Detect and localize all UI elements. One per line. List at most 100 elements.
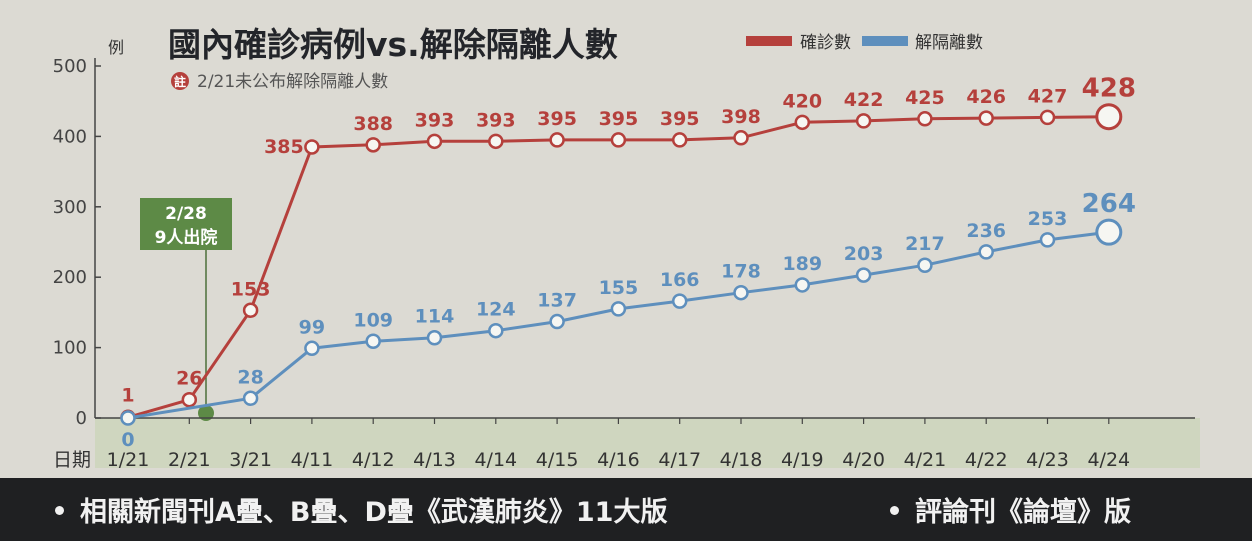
footer-left-text: 相關新聞刊A疊、B疊、D疊《武漢肺炎》11大版 bbox=[80, 497, 668, 528]
y-axis-label: 例 bbox=[108, 38, 124, 57]
data-point bbox=[733, 130, 749, 146]
x-tick-label: 4/19 bbox=[781, 449, 824, 471]
data-label: 26 bbox=[176, 368, 202, 390]
data-point bbox=[488, 133, 504, 150]
x-tick-label: 4/16 bbox=[597, 449, 640, 471]
data-label: 203 bbox=[844, 243, 884, 265]
chart-note: 2/21未公布解除隔離人數 bbox=[197, 72, 388, 92]
legend-label-confirmed: 確診數 bbox=[800, 33, 851, 53]
data-point bbox=[549, 132, 565, 148]
data-point bbox=[426, 133, 443, 150]
annotation-discharge: 2/28 9人出院 bbox=[140, 198, 232, 421]
data-point bbox=[365, 333, 381, 350]
data-label: 109 bbox=[353, 309, 393, 331]
data-label: 217 bbox=[905, 233, 945, 255]
data-label: 427 bbox=[1028, 85, 1068, 107]
x-tick-label: 4/13 bbox=[413, 449, 456, 471]
data-label: 178 bbox=[721, 261, 761, 283]
series-line-1 bbox=[127, 230, 1109, 420]
data-label: 189 bbox=[782, 253, 822, 275]
y-tick-label: 400 bbox=[53, 126, 87, 147]
x-tick-label: 4/23 bbox=[1026, 449, 1069, 471]
x-tick-label: 4/14 bbox=[474, 449, 517, 471]
x-tick-label: 4/17 bbox=[658, 449, 701, 471]
data-label: 124 bbox=[476, 299, 516, 321]
legend-swatch-released bbox=[862, 36, 908, 46]
x-tick-label: 4/18 bbox=[720, 449, 763, 471]
footer-right: 評論刊《論壇》版 bbox=[890, 490, 1131, 529]
data-label: 398 bbox=[721, 106, 761, 128]
data-label: 155 bbox=[599, 277, 639, 299]
x-tick-label: 4/22 bbox=[965, 449, 1008, 471]
data-point bbox=[978, 110, 994, 126]
x-tick-label: 4/20 bbox=[842, 449, 885, 471]
data-point bbox=[794, 114, 811, 131]
data-label: 264 bbox=[1082, 189, 1136, 219]
data-point bbox=[610, 132, 627, 148]
data-label: 0 bbox=[121, 429, 134, 451]
note-marker: 註 bbox=[174, 74, 186, 89]
data-point bbox=[549, 313, 565, 330]
data-point bbox=[671, 132, 688, 148]
x-tick-label: 4/15 bbox=[536, 449, 579, 471]
data-label: 428 bbox=[1082, 74, 1136, 104]
data-point bbox=[181, 391, 198, 408]
x-tick-label: 4/21 bbox=[904, 449, 947, 471]
data-point bbox=[1095, 218, 1123, 246]
footer-bar: 相關新聞刊A疊、B疊、D疊《武漢肺炎》11大版 評論刊《論壇》版 bbox=[0, 478, 1252, 541]
y-tick-label: 200 bbox=[53, 267, 87, 288]
y-tick-label: 0 bbox=[76, 408, 87, 429]
data-point bbox=[304, 340, 320, 357]
data-label: 393 bbox=[476, 109, 516, 131]
data-label: 253 bbox=[1028, 208, 1068, 230]
data-label: 388 bbox=[353, 113, 393, 135]
data-point bbox=[120, 410, 136, 426]
data-label: 1 bbox=[121, 384, 134, 406]
data-label: 420 bbox=[782, 90, 822, 112]
data-label: 422 bbox=[844, 89, 884, 111]
data-point bbox=[917, 257, 933, 273]
data-point bbox=[304, 139, 320, 155]
axes: 0 100 200 300 400 500 1/21 2/21 3/21 4/11 4/12 4/13… bbox=[53, 56, 1195, 471]
legend-label-released: 解隔離數 bbox=[915, 33, 983, 53]
data-point bbox=[733, 284, 749, 301]
annotation-box bbox=[140, 198, 232, 250]
data-point bbox=[855, 267, 872, 283]
chart-title: 國內確診病例vs.解除隔離人數 bbox=[168, 25, 618, 64]
data-point bbox=[488, 322, 504, 339]
data-point bbox=[671, 293, 688, 309]
x-tick-label: 4/11 bbox=[291, 449, 334, 471]
legend-swatch-confirmed bbox=[746, 36, 792, 46]
bullet-icon bbox=[55, 506, 64, 515]
annotation-point bbox=[198, 405, 214, 421]
y-tick-label: 300 bbox=[53, 197, 87, 218]
xaxis-band bbox=[95, 418, 1200, 468]
data-label: 426 bbox=[966, 86, 1006, 108]
data-label: 385 bbox=[264, 136, 304, 158]
x-axis-label: 日期 bbox=[53, 449, 91, 471]
data-point bbox=[426, 329, 443, 346]
x-tick-label: 1/21 bbox=[107, 449, 150, 471]
data-point bbox=[242, 302, 259, 319]
data-label: 236 bbox=[966, 220, 1006, 242]
data-point bbox=[1095, 103, 1123, 131]
annotation-text: 9人出院 bbox=[155, 227, 218, 248]
x-tick-label: 4/12 bbox=[352, 449, 395, 471]
data-label: 393 bbox=[415, 109, 455, 131]
data-point bbox=[1039, 109, 1056, 126]
data-point bbox=[242, 390, 259, 407]
data-label: 114 bbox=[415, 306, 455, 328]
data-point bbox=[794, 277, 811, 293]
data-point bbox=[365, 137, 381, 153]
data-point bbox=[978, 244, 994, 260]
data-label: 99 bbox=[299, 316, 325, 338]
y-tick-label: 500 bbox=[53, 56, 87, 77]
data-label: 395 bbox=[537, 108, 577, 130]
data-label: 395 bbox=[660, 108, 700, 130]
y-tick-label: 100 bbox=[53, 338, 87, 359]
data-point bbox=[610, 301, 627, 317]
annotation-date: 2/28 bbox=[165, 204, 207, 224]
bullet-icon bbox=[890, 506, 899, 515]
data-label: 137 bbox=[537, 290, 577, 312]
